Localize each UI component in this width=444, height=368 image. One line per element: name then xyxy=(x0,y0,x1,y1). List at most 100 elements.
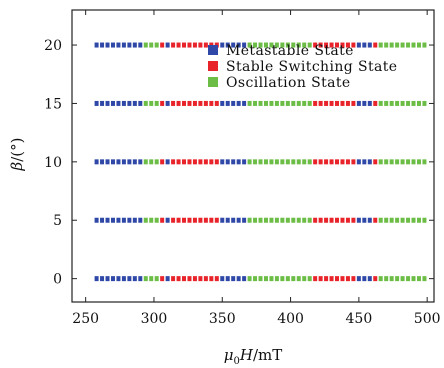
data-point xyxy=(269,100,274,106)
y-axis-symbol: β xyxy=(8,161,26,171)
data-point xyxy=(269,159,274,165)
data-point xyxy=(242,217,247,223)
data-point xyxy=(160,42,165,48)
data-point xyxy=(116,217,121,223)
data-point xyxy=(214,276,219,282)
data-point xyxy=(182,276,187,282)
data-point xyxy=(236,217,241,223)
data-point xyxy=(313,100,318,106)
x-axis-symbol: μ xyxy=(224,346,234,364)
y-tick-label: 5 xyxy=(53,213,62,229)
data-point xyxy=(187,42,192,48)
data-point xyxy=(269,217,274,223)
data-point xyxy=(345,276,350,282)
data-point xyxy=(291,217,296,223)
data-point xyxy=(318,276,323,282)
data-point xyxy=(378,217,383,223)
data-point xyxy=(367,217,372,223)
data-point xyxy=(182,100,187,106)
data-point xyxy=(280,159,285,165)
data-point xyxy=(247,100,252,106)
data-point xyxy=(345,217,350,223)
data-point xyxy=(400,42,405,48)
data-point xyxy=(171,100,176,106)
y-tick-labels: 0 5 10 15 20 xyxy=(44,38,62,288)
data-point xyxy=(378,276,383,282)
data-point xyxy=(225,42,230,48)
data-point xyxy=(110,100,115,106)
data-point xyxy=(242,159,247,165)
data-point xyxy=(313,276,318,282)
data-point xyxy=(187,159,192,165)
data-point xyxy=(340,100,345,106)
legend-label: Oscillation State xyxy=(226,75,351,91)
data-point xyxy=(110,217,115,223)
data-point xyxy=(231,276,236,282)
data-point xyxy=(242,276,247,282)
data-point xyxy=(121,42,126,48)
data-point xyxy=(389,159,394,165)
data-point xyxy=(422,217,427,223)
data-point xyxy=(253,276,258,282)
data-point xyxy=(351,159,356,165)
data-point xyxy=(258,100,263,106)
data-point xyxy=(192,276,197,282)
data-point xyxy=(307,100,312,106)
data-point xyxy=(324,100,329,106)
data-point xyxy=(198,100,203,106)
data-point xyxy=(127,42,132,48)
data-point xyxy=(274,217,279,223)
data-point xyxy=(138,217,143,223)
data-point xyxy=(296,276,301,282)
data-point xyxy=(373,42,378,48)
data-point xyxy=(127,217,132,223)
data-point xyxy=(263,42,268,48)
data-point xyxy=(285,42,290,48)
data-point xyxy=(149,159,154,165)
data-point xyxy=(280,276,285,282)
data-point xyxy=(258,42,263,48)
data-point xyxy=(165,276,170,282)
data-point xyxy=(416,217,421,223)
data-point xyxy=(220,42,225,48)
data-point xyxy=(94,100,99,106)
data-point xyxy=(345,42,350,48)
data-point xyxy=(231,42,236,48)
data-point xyxy=(171,159,176,165)
data-point xyxy=(154,100,159,106)
data-point xyxy=(362,276,367,282)
data-point xyxy=(285,217,290,223)
data-point xyxy=(373,276,378,282)
data-point xyxy=(149,276,154,282)
data-point xyxy=(138,159,143,165)
data-point xyxy=(280,217,285,223)
x-tick-label: 400 xyxy=(277,311,304,327)
data-point xyxy=(373,217,378,223)
legend-swatch xyxy=(208,45,218,55)
data-point xyxy=(121,217,126,223)
y-tick-label: 15 xyxy=(44,96,62,112)
data-point xyxy=(263,276,268,282)
data-point xyxy=(132,100,137,106)
data-point xyxy=(400,100,405,106)
data-point xyxy=(340,217,345,223)
data-point xyxy=(160,276,165,282)
data-point xyxy=(220,159,225,165)
data-point xyxy=(263,217,268,223)
data-point xyxy=(127,159,132,165)
series-oscillation-state xyxy=(143,42,427,282)
data-point xyxy=(176,159,181,165)
data-point xyxy=(384,159,389,165)
data-point xyxy=(138,42,143,48)
data-point xyxy=(127,276,132,282)
data-point xyxy=(340,159,345,165)
data-point xyxy=(335,217,340,223)
data-point xyxy=(247,159,252,165)
data-point xyxy=(351,217,356,223)
data-point xyxy=(340,276,345,282)
data-point xyxy=(335,159,340,165)
data-point xyxy=(187,276,192,282)
data-point xyxy=(406,159,411,165)
y-axis-unit: /(°) xyxy=(8,138,26,162)
